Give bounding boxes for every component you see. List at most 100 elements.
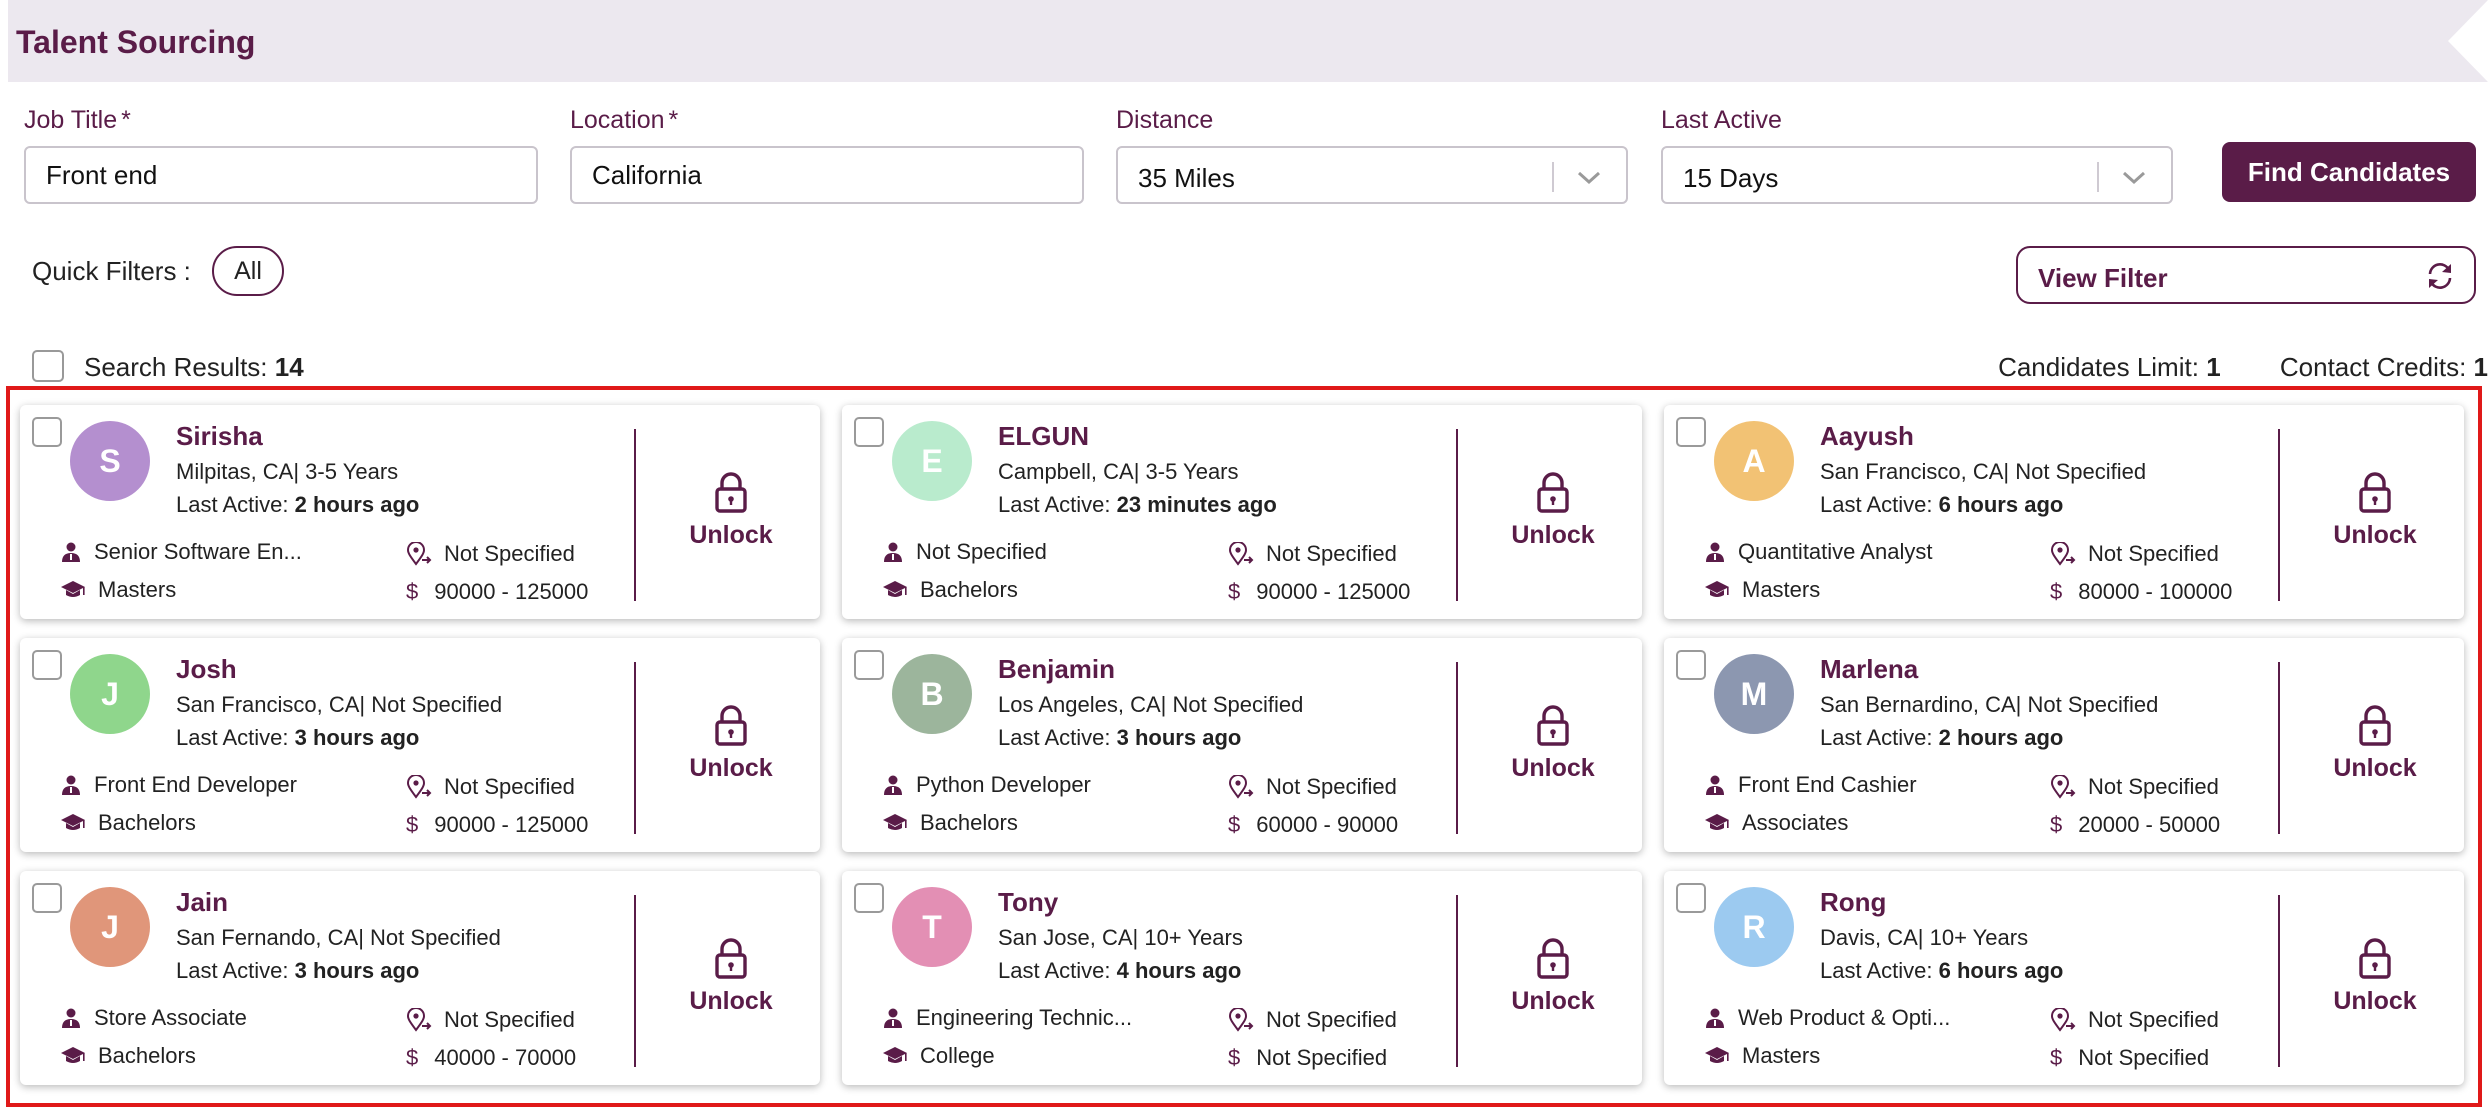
lock-icon — [1537, 938, 1569, 979]
location-distance-icon — [1228, 775, 1254, 799]
candidate-role: Python Developer — [882, 772, 1091, 798]
candidate-distance: Not Specified — [406, 774, 575, 800]
candidate-card[interactable]: M Marlena San Bernardino, CA| Not Specif… — [1664, 638, 2464, 852]
distance-select[interactable]: 35 Miles — [1116, 146, 1628, 204]
avatar: M — [1714, 654, 1794, 734]
job-title-label: Job Title * — [24, 106, 131, 134]
candidate-name[interactable]: ELGUN — [998, 421, 1089, 451]
candidate-location: San Bernardino, CA| Not Specified — [1820, 692, 2159, 717]
candidate-role: Quantitative Analyst — [1704, 539, 1932, 565]
location-distance-icon — [1228, 542, 1254, 566]
location-label: Location * — [570, 106, 679, 134]
candidate-education: Masters — [1704, 577, 1820, 603]
candidate-salary: $ 20000 - 50000 — [2050, 812, 2221, 837]
candidate-checkbox[interactable] — [32, 650, 62, 680]
candidate-name[interactable]: Sirisha — [176, 421, 263, 451]
avatar: B — [892, 654, 972, 734]
quick-filters-label: Quick Filters : — [32, 256, 191, 286]
quick-filter-chip-all[interactable]: All — [212, 246, 284, 296]
unlock-button[interactable]: Unlock — [2320, 704, 2430, 783]
last-active-select[interactable]: 15 Days — [1661, 146, 2173, 204]
person-icon — [62, 775, 80, 795]
location-distance-icon — [406, 775, 432, 799]
candidate-checkbox[interactable] — [854, 650, 884, 680]
candidate-card[interactable]: E ELGUN Campbell, CA| 3-5 Years Last Act… — [842, 405, 1642, 619]
graduation-cap-icon — [61, 814, 85, 830]
dollar-icon: $ — [1228, 1045, 1241, 1070]
unlock-button[interactable]: Unlock — [1498, 471, 1608, 550]
candidate-location: San Francisco, CA| Not Specified — [176, 692, 503, 717]
person-icon — [1706, 542, 1724, 562]
candidate-checkbox[interactable] — [854, 417, 884, 447]
unlock-button[interactable]: Unlock — [1498, 704, 1608, 783]
candidate-name[interactable]: Tony — [998, 887, 1059, 917]
graduation-cap-icon — [883, 581, 907, 597]
candidate-distance: Not Specified — [1228, 774, 1397, 800]
header-notch — [2448, 0, 2488, 82]
unlock-button[interactable]: Unlock — [676, 471, 786, 550]
candidate-checkbox[interactable] — [32, 417, 62, 447]
candidate-checkbox[interactable] — [1676, 650, 1706, 680]
find-candidates-button[interactable]: Find Candidates — [2222, 142, 2476, 202]
person-icon — [62, 1008, 80, 1028]
unlock-button[interactable]: Unlock — [2320, 471, 2430, 550]
candidate-role: Not Specified — [882, 539, 1047, 565]
candidate-card[interactable]: R Rong Davis, CA| 10+ Years Last Active:… — [1664, 871, 2464, 1085]
candidate-checkbox[interactable] — [1676, 883, 1706, 913]
candidate-education: Bachelors — [882, 577, 1018, 603]
location-input[interactable] — [570, 146, 1084, 204]
candidate-last-active: Last Active: 6 hours ago — [1820, 492, 2064, 517]
unlock-button[interactable]: Unlock — [1498, 937, 1608, 1016]
candidate-checkbox[interactable] — [1676, 417, 1706, 447]
candidate-last-active: Last Active: 6 hours ago — [1820, 958, 2064, 983]
graduation-cap-icon — [1705, 814, 1729, 830]
candidate-last-active: Last Active: 4 hours ago — [998, 958, 1242, 983]
location-distance-icon — [2050, 542, 2076, 566]
dollar-icon: $ — [406, 812, 419, 837]
candidate-card[interactable]: B Benjamin Los Angeles, CA| Not Specifie… — [842, 638, 1642, 852]
candidate-salary: $ Not Specified — [2050, 1045, 2210, 1070]
unlock-button[interactable]: Unlock — [676, 704, 786, 783]
candidate-location: Milpitas, CA| 3-5 Years — [176, 459, 399, 484]
person-icon — [1706, 1008, 1724, 1028]
candidate-card[interactable]: J Josh San Francisco, CA| Not Specified … — [20, 638, 820, 852]
location-distance-icon — [406, 542, 432, 566]
avatar: J — [70, 887, 150, 967]
candidate-card[interactable]: A Aayush San Francisco, CA| Not Specifie… — [1664, 405, 2464, 619]
graduation-cap-icon — [1705, 581, 1729, 597]
person-icon — [884, 1008, 902, 1028]
candidate-name[interactable]: Marlena — [1820, 654, 1919, 684]
card-divider — [1456, 662, 1458, 834]
dollar-icon: $ — [1228, 579, 1241, 604]
candidate-role: Store Associate — [60, 1005, 247, 1031]
candidate-card[interactable]: S Sirisha Milpitas, CA| 3-5 Years Last A… — [20, 405, 820, 619]
card-divider — [1456, 429, 1458, 601]
candidate-education: Masters — [1704, 1043, 1820, 1069]
person-icon — [1706, 775, 1724, 795]
candidate-distance: Not Specified — [2050, 1007, 2219, 1033]
page-title: Talent Sourcing — [16, 24, 256, 60]
unlock-button[interactable]: Unlock — [676, 937, 786, 1016]
select-all-checkbox[interactable] — [32, 350, 64, 382]
candidate-checkbox[interactable] — [32, 883, 62, 913]
card-divider — [2278, 895, 2280, 1067]
candidate-name[interactable]: Benjamin — [998, 654, 1116, 684]
candidate-checkbox[interactable] — [854, 883, 884, 913]
candidate-distance: Not Specified — [406, 541, 575, 567]
candidate-card[interactable]: J Jain San Fernando, CA| Not Specified L… — [20, 871, 820, 1085]
view-filter-button[interactable]: View Filter — [2016, 246, 2476, 304]
candidate-name[interactable]: Jain — [176, 887, 229, 917]
location-distance-icon — [2050, 1008, 2076, 1032]
card-divider — [2278, 429, 2280, 601]
avatar: S — [70, 421, 150, 501]
candidate-name[interactable]: Josh — [176, 654, 237, 684]
candidate-card[interactable]: T Tony San Jose, CA| 10+ Years Last Acti… — [842, 871, 1642, 1085]
unlock-button[interactable]: Unlock — [2320, 937, 2430, 1016]
candidate-location: Campbell, CA| 3-5 Years — [998, 459, 1239, 484]
job-title-input[interactable] — [24, 146, 538, 204]
lock-icon — [715, 938, 747, 979]
refresh-icon[interactable] — [2424, 260, 2456, 292]
candidate-name[interactable]: Aayush — [1820, 421, 1914, 451]
candidate-name[interactable]: Rong — [1820, 887, 1887, 917]
graduation-cap-icon — [1705, 1047, 1729, 1063]
